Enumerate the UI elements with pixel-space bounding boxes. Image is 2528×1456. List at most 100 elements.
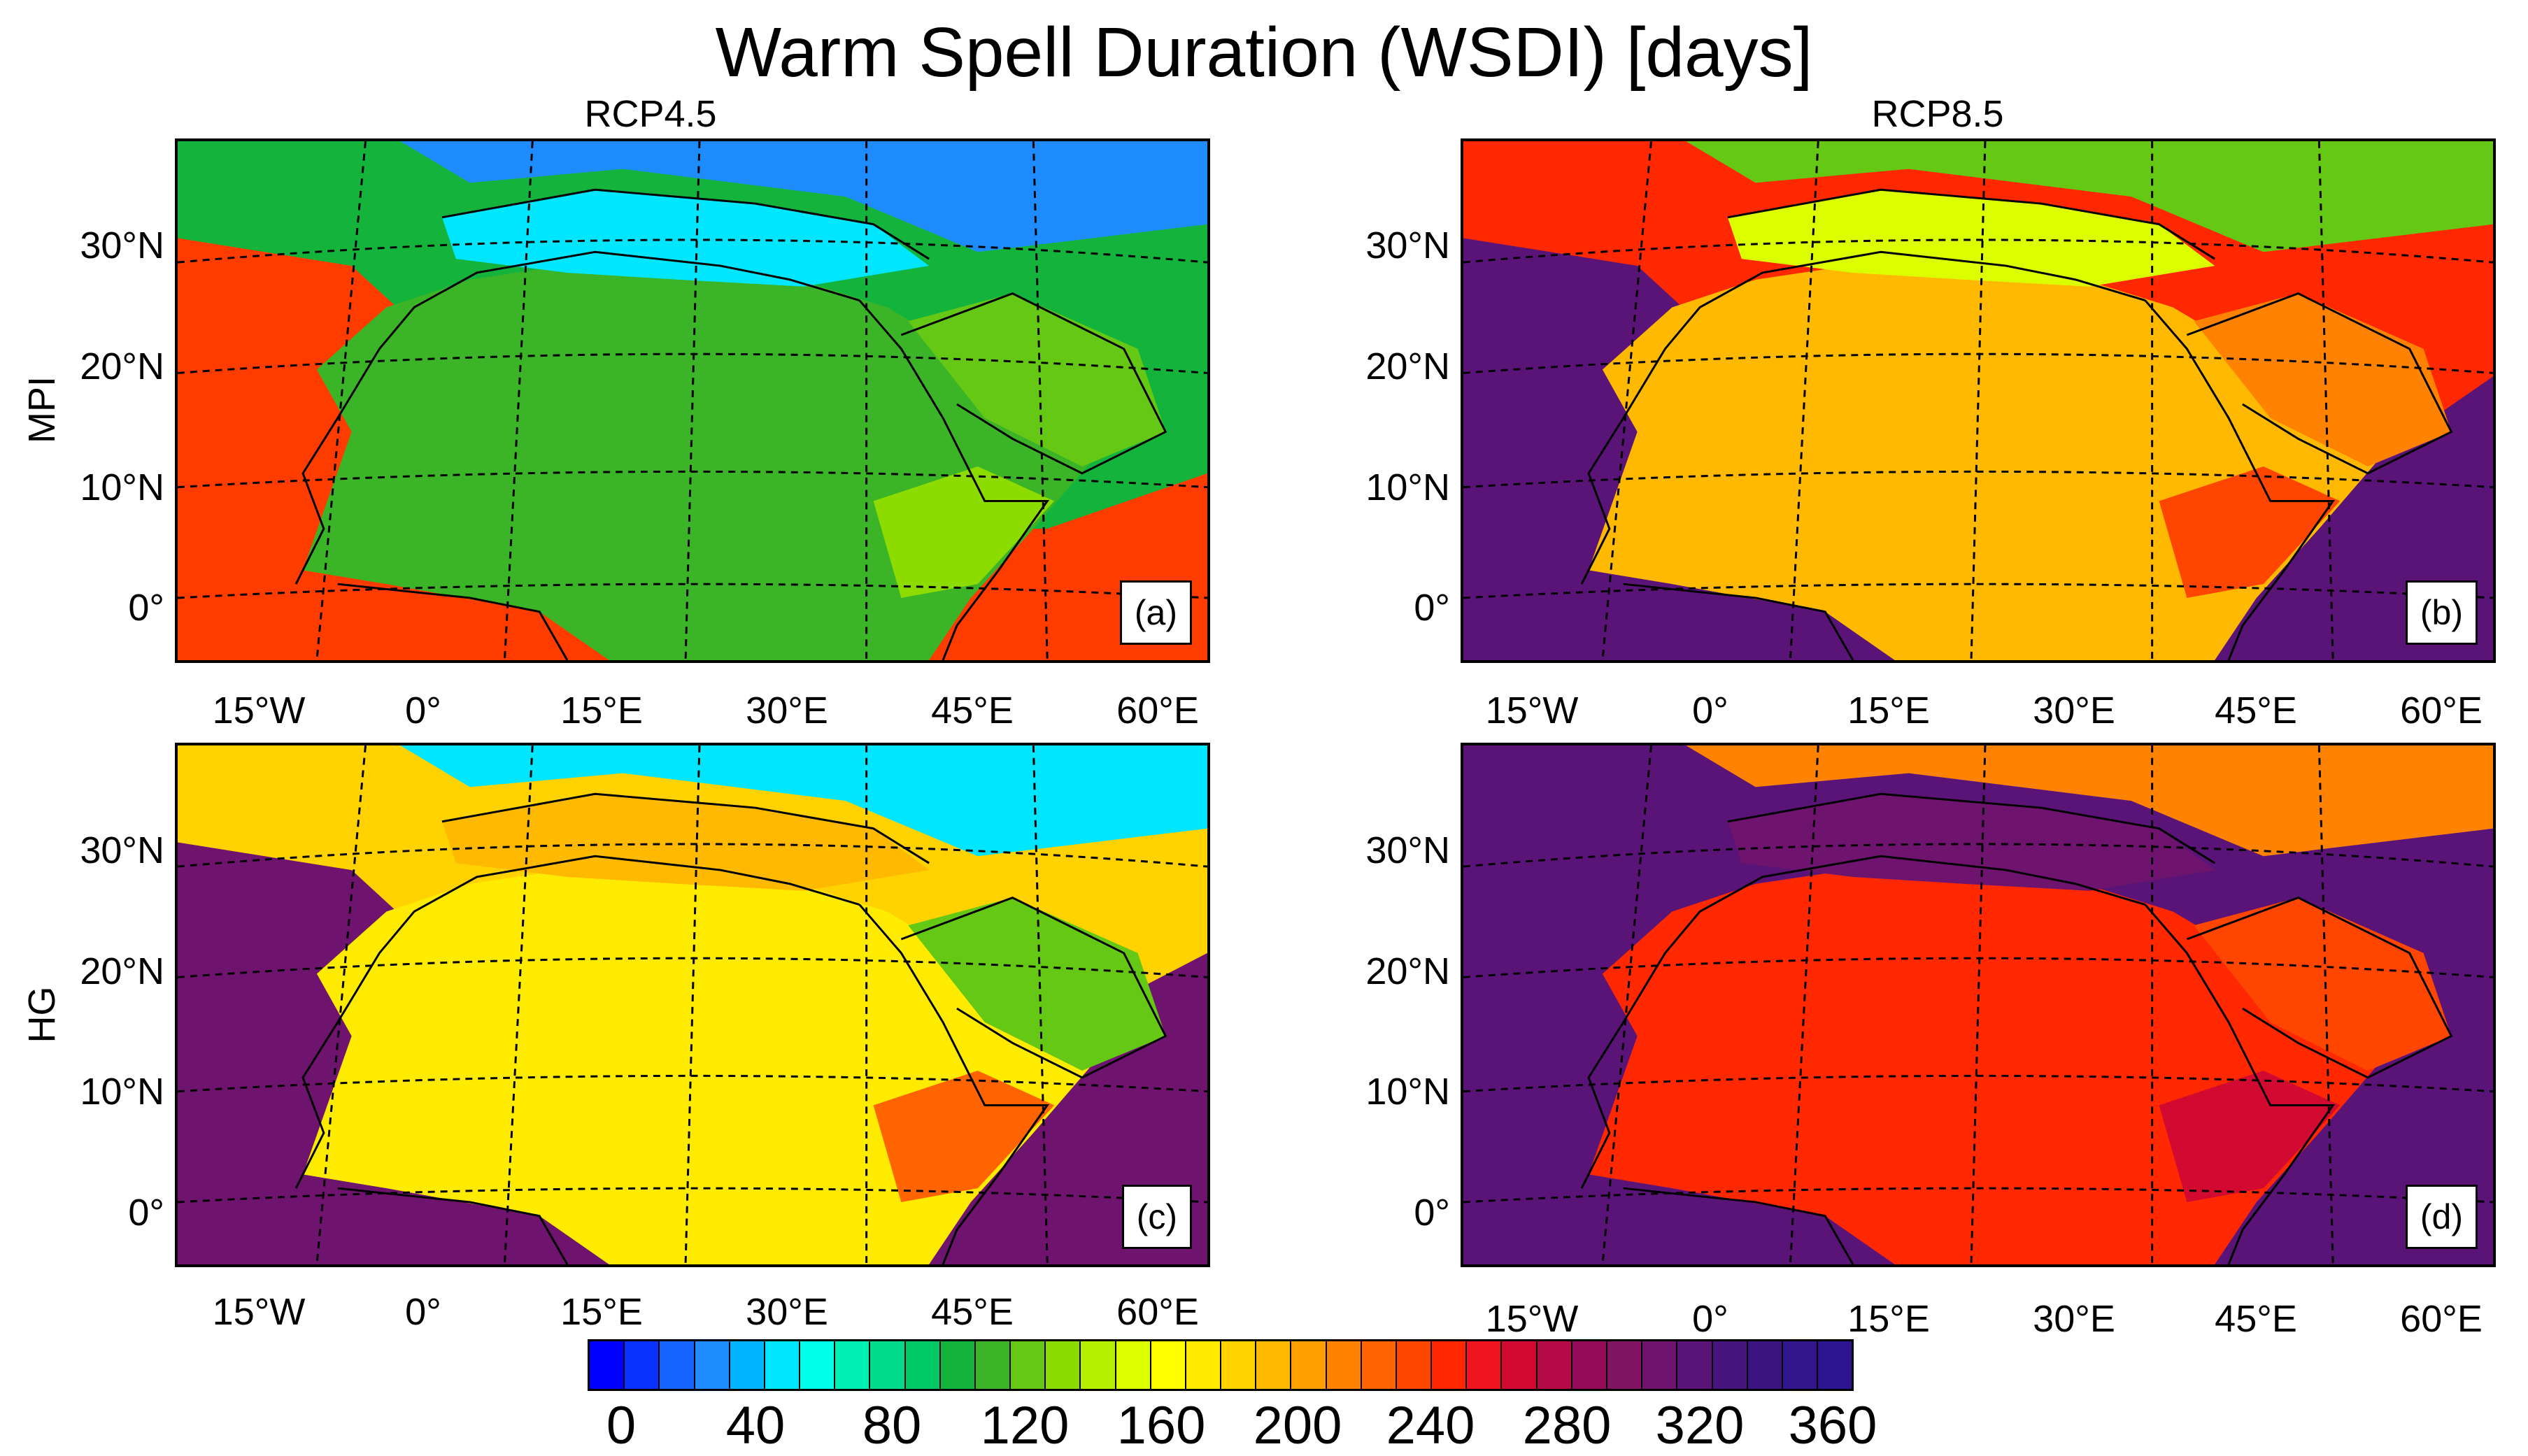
northern-region [400, 141, 1207, 252]
colorbar-tick-120: 120 [980, 1396, 1070, 1455]
horn-region [2159, 466, 2341, 598]
lat-label-30n-d: 30°N [1365, 829, 1450, 871]
map-panel-c: (c) [175, 743, 1210, 1267]
panel-tag-d: (d) [2405, 1185, 2478, 1249]
lat-label-0-c: 0° [128, 1192, 164, 1234]
colorbar-segment [940, 1341, 976, 1389]
colorbar-segment [1361, 1341, 1397, 1389]
colorbar-segment [1046, 1341, 1081, 1389]
colorbar-tick-320: 320 [1655, 1396, 1745, 1455]
colorbar-tick-0: 0 [606, 1396, 637, 1455]
lat-label-30n-c: 30°N [80, 829, 164, 871]
lon-label-60e-c: 60°E [1116, 1291, 1199, 1333]
coastlines [1580, 188, 2453, 660]
colorbar-segment [1642, 1341, 1678, 1389]
lat-label-30n-b: 30°N [1365, 224, 1450, 266]
lon-label-15e-d: 15°E [1847, 1298, 1930, 1340]
map-a-svg [178, 141, 1207, 660]
coastlines [294, 188, 1167, 660]
lon-label-15w-a: 15°W [212, 690, 306, 731]
map-panel-d: (d) [1461, 743, 2496, 1267]
colorbar-segment [1712, 1341, 1748, 1389]
lon-label-0-c: 0° [405, 1291, 441, 1333]
lon-label-0-a: 0° [405, 690, 441, 731]
lon-label-15w-b: 15°W [1485, 690, 1579, 731]
lat-label-20n-a: 20°N [80, 345, 164, 387]
lon-label-45e-c: 45°E [931, 1291, 1014, 1333]
panel-tag-c: (c) [1121, 1185, 1192, 1249]
colorbar-segment [1677, 1341, 1713, 1389]
lon-label-30e-c: 30°E [746, 1291, 828, 1333]
lat-label-0-d: 0° [1414, 1192, 1450, 1234]
lon-label-15e-a: 15°E [560, 690, 643, 731]
mediterranean-sea [441, 190, 930, 287]
lat-label-20n-d: 20°N [1365, 950, 1450, 992]
colorbar-segment [1432, 1341, 1468, 1389]
lat-label-20n-b: 20°N [1365, 345, 1450, 387]
column-label-rcp45: RCP4.5 [584, 93, 717, 135]
lon-label-15w-d: 15°W [1485, 1298, 1579, 1340]
map-d-svg [1463, 745, 2493, 1264]
graticule [178, 141, 1207, 660]
lon-label-45e-b: 45°E [2215, 690, 2297, 731]
map-panel-b: (b) [1461, 138, 2496, 663]
colorbar-segment [1151, 1341, 1186, 1389]
colorbar-segment [1221, 1341, 1257, 1389]
coastlines [1580, 792, 2453, 1264]
colorbar-tick-160: 160 [1116, 1396, 1206, 1455]
northern-region [400, 745, 1207, 857]
lon-label-30e-a: 30°E [746, 690, 828, 731]
map-b-svg [1463, 141, 2493, 660]
map-c-svg [178, 745, 1207, 1264]
mediterranean-sea [1727, 190, 2215, 287]
horn-region [2159, 1070, 2341, 1202]
lat-label-30n-a: 30°N [80, 224, 164, 266]
colorbar-segment [800, 1341, 836, 1389]
lon-label-60e-a: 60°E [1116, 690, 1199, 731]
lon-label-0-d: 0° [1692, 1298, 1728, 1340]
column-label-rcp85: RCP8.5 [1871, 93, 2004, 135]
colorbar-tick-80: 80 [862, 1396, 922, 1455]
colorbar-segment [730, 1341, 765, 1389]
colorbar-segment [835, 1341, 871, 1389]
lat-label-0-a: 0° [128, 587, 164, 629]
colorbar-tick-200: 200 [1253, 1396, 1342, 1455]
colorbar-segment [1186, 1341, 1222, 1389]
graticule [1463, 745, 2493, 1264]
colorbar-segment [1011, 1341, 1046, 1389]
lon-label-15e-b: 15°E [1847, 690, 1930, 731]
colorbar-segment [1256, 1341, 1292, 1389]
mediterranean-sea [441, 794, 930, 891]
colorbar-segment [765, 1341, 801, 1389]
colorbar-segment [1782, 1341, 1819, 1389]
lat-label-0-b: 0° [1414, 587, 1450, 629]
colorbar-segment [660, 1341, 695, 1389]
colorbar-segment [625, 1341, 660, 1389]
row-label-hg: HG [21, 986, 63, 1043]
lat-label-10n-b: 10°N [1365, 466, 1450, 508]
colorbar-segment [695, 1341, 730, 1389]
row-label-mpi: MPI [21, 376, 63, 444]
colorbar-segment [1747, 1341, 1783, 1389]
colorbar-segment [870, 1341, 906, 1389]
map-panel-a: (a) [175, 138, 1210, 663]
lon-label-60e-d: 60°E [2400, 1298, 2483, 1340]
lon-label-30e-d: 30°E [2033, 1298, 2115, 1340]
panel-tag-b: (b) [2405, 580, 2478, 645]
lat-label-10n-a: 10°N [80, 466, 164, 508]
lat-label-10n-d: 10°N [1365, 1071, 1450, 1113]
colorbar-tick-280: 280 [1522, 1396, 1612, 1455]
colorbar-segment [975, 1341, 1011, 1389]
colorbar-tick-360: 360 [1788, 1396, 1877, 1455]
horn-region [873, 466, 1055, 598]
lon-label-30e-b: 30°E [2033, 690, 2115, 731]
colorbar-segment [1818, 1341, 1852, 1389]
colorbar-segment [1537, 1341, 1572, 1389]
northern-region [1686, 141, 2493, 252]
colorbar-segment [1116, 1341, 1151, 1389]
northern-region [1686, 745, 2493, 857]
graticule [178, 745, 1207, 1264]
lat-label-10n-c: 10°N [80, 1071, 164, 1113]
lon-label-45e-d: 45°E [2215, 1298, 2297, 1340]
lon-label-60e-b: 60°E [2400, 690, 2483, 731]
